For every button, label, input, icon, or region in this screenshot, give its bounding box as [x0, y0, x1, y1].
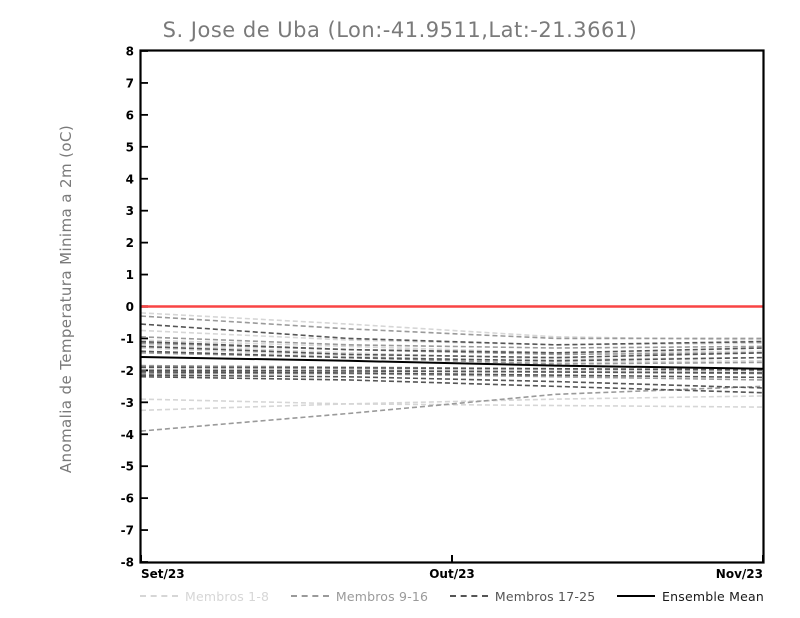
y-tick-label: -4 — [121, 428, 134, 442]
y-tick-label: -1 — [121, 332, 134, 346]
x-tick-label: Set/23 — [141, 567, 185, 581]
legend-line-icon — [290, 595, 329, 597]
y-tick-label: 7 — [126, 76, 134, 90]
legend-item-members-17-25[interactable]: Membros 17-25 — [449, 588, 596, 604]
legend-line-icon — [140, 595, 178, 597]
legend-label: Membros 17-25 — [494, 588, 596, 604]
y-tick-label: 0 — [126, 300, 134, 314]
y-tick-label: 5 — [126, 140, 134, 154]
y-tick-label: 8 — [126, 45, 134, 59]
y-tick-label: -6 — [121, 492, 134, 506]
y-tick-label: 6 — [126, 108, 134, 122]
x-tick-label: Nov/23 — [716, 567, 763, 581]
y-tick-label: 2 — [126, 236, 134, 250]
member-line — [140, 323, 764, 346]
y-tick-label: 1 — [126, 268, 134, 282]
series-lines — [140, 312, 764, 432]
legend-item-ensemble-mean[interactable]: Ensemble Mean — [617, 589, 764, 604]
y-tick-label: -3 — [121, 396, 134, 410]
member-line — [140, 385, 764, 432]
plot-frame — [139, 49, 765, 564]
y-tick-label: -5 — [121, 460, 134, 474]
x-tick-label: Out/23 — [429, 567, 475, 581]
y-tick-label: 4 — [126, 172, 134, 186]
y-tick-label: -8 — [121, 556, 134, 570]
x-axis-ticks: Set/23 Out/23 Nov/23 — [140, 555, 764, 581]
legend-line-icon — [449, 595, 488, 597]
chart-legend: Membros 1-8 Membros 9-16 Membros 17-25 E… — [140, 586, 764, 606]
y-axis-ticks: 8 7 6 5 4 3 2 1 0 -1 -2 -3 -4 -5 -6 -7 -8 — [121, 45, 148, 570]
y-tick-label: -7 — [121, 524, 134, 538]
legend-item-members-1-8[interactable]: Membros 1-8 — [140, 589, 269, 604]
legend-label: Membros 9-16 — [335, 588, 429, 604]
y-tick-label: 3 — [126, 204, 134, 218]
ensemble-mean-line — [140, 355, 764, 370]
member-line — [140, 312, 764, 341]
member-line — [140, 342, 764, 356]
legend-label: Ensemble Mean — [662, 588, 764, 604]
legend-label: Membros 1-8 — [185, 588, 270, 604]
legend-item-members-9-16[interactable]: Membros 9-16 — [290, 588, 429, 604]
page-title: S. Jose de Uba (Lon:-41.9511,Lat:-21.366… — [162, 18, 638, 42]
legend-line-icon — [617, 595, 656, 597]
member-line — [140, 315, 763, 340]
y-tick-label: -2 — [121, 364, 134, 378]
